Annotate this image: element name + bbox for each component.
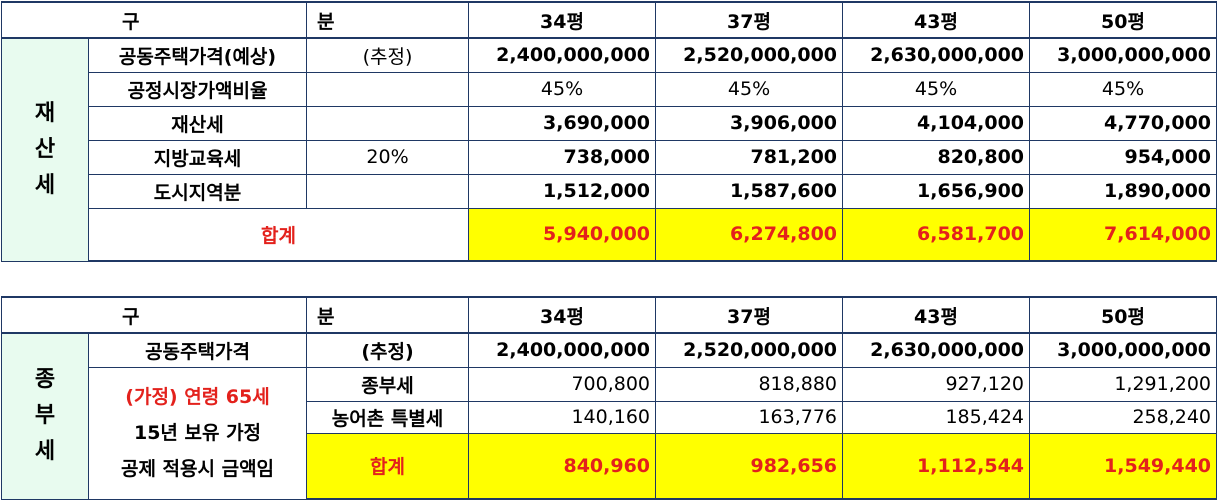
cell-value: 4,770,000 (1029, 105, 1217, 141)
cell-value: 2,630,000,000 (842, 37, 1031, 73)
table-row: 지방교육세 20% 738,000 781,200 820,800 954,00… (2, 139, 1217, 175)
row-note: (추정) (306, 332, 470, 368)
row-label: 공정시장가액비율 (87, 71, 308, 107)
total-value: 982,656 (655, 432, 844, 500)
row-label: 도시지역분 (87, 173, 308, 209)
row-note: 20% (306, 139, 470, 175)
cell-value: 45% (468, 71, 657, 107)
table-header-row: 구 분 34평 37평 43평 50평 (0, 296, 1217, 334)
assumption-line: 공제 적용시 금액임 (120, 458, 275, 480)
row-label: 공동주택가격 (87, 332, 308, 368)
cell-value: 3,000,000,000 (1029, 37, 1217, 73)
row-note (306, 105, 470, 141)
cell-value: 2,520,000,000 (655, 332, 844, 368)
total-value: 1,112,544 (842, 432, 1031, 500)
cell-value: 1,587,600 (655, 173, 844, 209)
cell-value: 2,630,000,000 (842, 332, 1031, 368)
cell-value: 954,000 (1029, 139, 1217, 175)
cell-value: 927,120 (842, 366, 1031, 402)
row-label: 지방교육세 (87, 139, 308, 175)
header-50: 50평 (1029, 1, 1217, 39)
row-label: 공동주택가격(예상) (87, 37, 308, 73)
total-value: 5,940,000 (468, 207, 657, 262)
table-row: 도시지역분 1,512,000 1,587,600 1,656,900 1,89… (2, 173, 1217, 209)
cell-value: 45% (842, 71, 1031, 107)
table-row: 재산세 3,690,000 3,906,000 4,104,000 4,770,… (2, 105, 1217, 141)
table-row: 공정시장가액비율 45% 45% 45% 45% (2, 71, 1217, 107)
header-gu: 구 (0, 1, 308, 39)
cell-value: 258,240 (1029, 400, 1217, 434)
total-label: 합계 (87, 207, 470, 262)
total-row: 합계 5,940,000 6,274,800 6,581,700 7,614,0… (2, 207, 1217, 262)
cell-value: 3,000,000,000 (1029, 332, 1217, 368)
assumption-note: (가정) 연령 65세 15년 보유 가정 공제 적용시 금액임 (87, 366, 308, 500)
cell-value: 1,512,000 (468, 173, 657, 209)
header-37: 37평 (655, 1, 844, 39)
table-row: 농어촌 특별세 140,160 163,776 185,424 258,240 (2, 400, 1217, 434)
header-43: 43평 (842, 296, 1031, 334)
cell-value: 185,424 (842, 400, 1031, 434)
total-value: 6,581,700 (842, 207, 1031, 262)
total-value: 7,614,000 (1029, 207, 1217, 262)
total-value: 840,960 (468, 432, 657, 500)
cell-value: 1,291,200 (1029, 366, 1217, 402)
cell-value: 45% (655, 71, 844, 107)
table-row: (가정) 연령 65세 15년 보유 가정 공제 적용시 금액임 종부세 700… (2, 366, 1217, 500)
header-34: 34평 (468, 296, 657, 334)
cell-value: 3,690,000 (468, 105, 657, 141)
cell-value: 820,800 (842, 139, 1031, 175)
cell-value: 1,890,000 (1029, 173, 1217, 209)
total-value: 1,549,440 (1029, 432, 1217, 500)
cell-value: 2,400,000,000 (468, 37, 657, 73)
cell-value: 140,160 (468, 400, 657, 434)
cell-value: 45% (1029, 71, 1217, 107)
header-bun: 분 (306, 296, 470, 334)
total-value: 6,274,800 (655, 207, 844, 262)
cell-value: 1,656,900 (842, 173, 1031, 209)
header-34: 34평 (468, 1, 657, 39)
cell-value: 818,880 (655, 366, 844, 402)
total-row: 합계 840,960 982,656 1,112,544 1,549,440 (2, 432, 1217, 500)
cell-value: 163,776 (655, 400, 844, 434)
cell-value: 2,520,000,000 (655, 37, 844, 73)
total-label: 합계 (306, 432, 470, 500)
cell-value: 2,400,000,000 (468, 332, 657, 368)
header-37: 37평 (655, 296, 844, 334)
row-note (306, 173, 470, 209)
row-label: 재산세 (87, 105, 308, 141)
row-note: (추정) (306, 37, 470, 73)
cell-value: 3,906,000 (655, 105, 844, 141)
row-label: 농어촌 특별세 (306, 400, 470, 434)
cell-value: 4,104,000 (842, 105, 1031, 141)
cell-value: 700,800 (468, 366, 657, 402)
header-50: 50평 (1029, 296, 1217, 334)
assumption-line: (가정) 연령 65세 (125, 386, 270, 408)
cell-value: 738,000 (468, 139, 657, 175)
header-bun: 분 (306, 1, 470, 39)
header-43: 43평 (842, 1, 1031, 39)
assumption-line: 15년 보유 가정 (133, 422, 262, 444)
row-note (306, 71, 470, 107)
header-gu: 구 (0, 296, 308, 334)
table-header-row: 구 분 34평 37평 43평 50평 (0, 1, 1217, 39)
cell-value: 781,200 (655, 139, 844, 175)
row-label: 종부세 (306, 366, 470, 402)
